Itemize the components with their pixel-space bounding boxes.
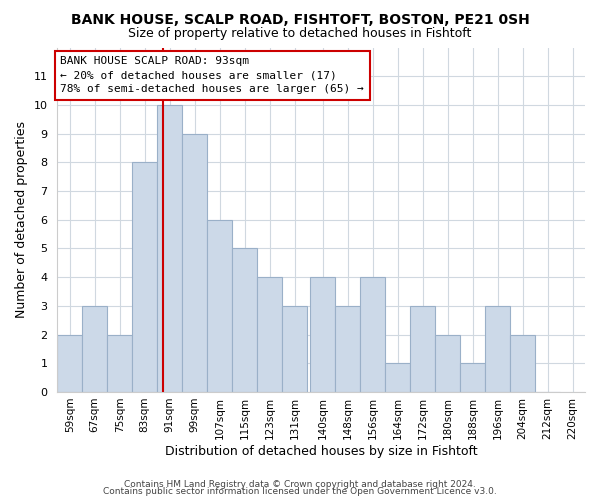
Bar (107, 334, 132, 392)
Bar (282, 306, 307, 392)
Text: Contains public sector information licensed under the Open Government Licence v3: Contains public sector information licen… (103, 487, 497, 496)
Text: Size of property relative to detached houses in Fishtoft: Size of property relative to detached ho… (128, 28, 472, 40)
X-axis label: Distribution of detached houses by size in Fishtoft: Distribution of detached houses by size … (165, 444, 478, 458)
Bar (485, 306, 510, 392)
Bar (257, 277, 282, 392)
Bar (157, 105, 182, 392)
Bar (435, 334, 460, 392)
Bar (460, 364, 485, 392)
Bar (310, 277, 335, 392)
Text: BANK HOUSE, SCALP ROAD, FISHTOFT, BOSTON, PE21 0SH: BANK HOUSE, SCALP ROAD, FISHTOFT, BOSTON… (71, 12, 529, 26)
Bar (132, 162, 157, 392)
Bar (57, 334, 82, 392)
Bar (410, 306, 435, 392)
Bar (385, 364, 410, 392)
Text: Contains HM Land Registry data © Crown copyright and database right 2024.: Contains HM Land Registry data © Crown c… (124, 480, 476, 489)
Y-axis label: Number of detached properties: Number of detached properties (15, 121, 28, 318)
Bar (82, 306, 107, 392)
Bar (207, 220, 232, 392)
Bar (232, 248, 257, 392)
Bar (335, 306, 360, 392)
Text: BANK HOUSE SCALP ROAD: 93sqm
← 20% of detached houses are smaller (17)
78% of se: BANK HOUSE SCALP ROAD: 93sqm ← 20% of de… (61, 56, 364, 94)
Bar (360, 277, 385, 392)
Bar (182, 134, 207, 392)
Bar (510, 334, 535, 392)
